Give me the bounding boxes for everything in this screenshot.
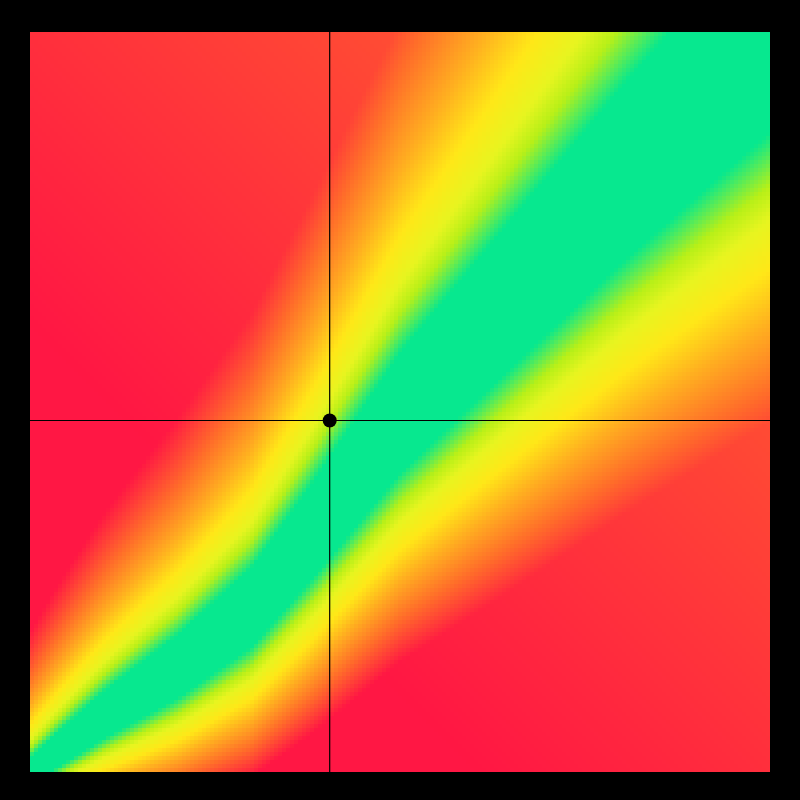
bottleneck-heatmap [30, 32, 770, 772]
watermark-text: TheBottleneck.com [563, 6, 765, 34]
chart-container: TheBottleneck.com [0, 0, 800, 800]
